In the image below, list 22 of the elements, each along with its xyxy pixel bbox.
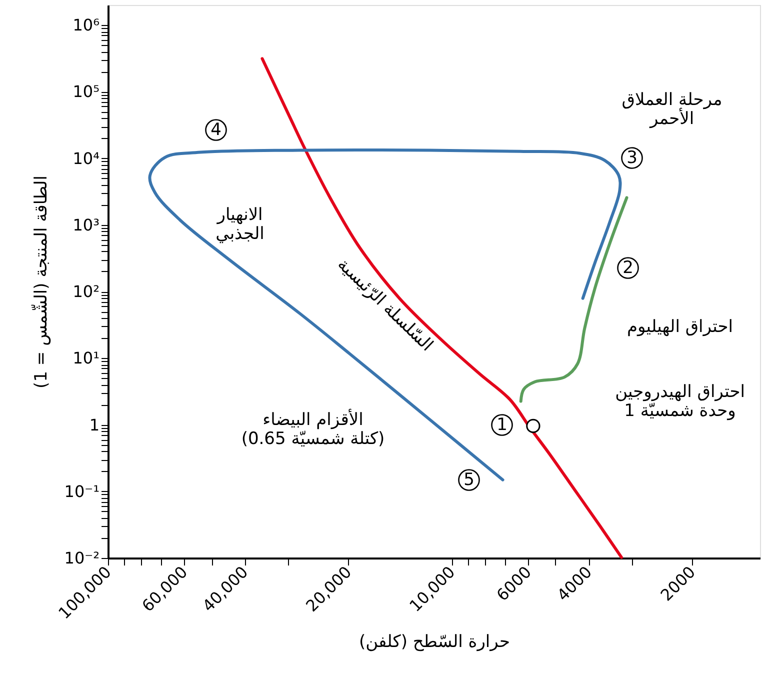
y-tick-label: 10⁶: [72, 16, 100, 35]
y-tick-label: 10³: [72, 215, 100, 234]
y-tick-label: 10⁻¹: [64, 482, 100, 501]
annotation: الانهيار الجذبي: [216, 205, 264, 244]
annotation: 3: [626, 148, 638, 168]
annotation: السّلسلة الرّئيسية: [333, 254, 437, 356]
y-tick-label: 1: [89, 415, 100, 434]
y-axis-title: الطاقة المنتجة (الشّمس = 1): [30, 176, 52, 388]
annotation: احتراق الهيليوم: [627, 317, 733, 337]
y-tick-label: 10²: [72, 282, 100, 302]
annotation: 4: [210, 120, 222, 140]
annotation: 1: [496, 415, 508, 435]
annotation: 2: [622, 258, 634, 278]
y-tick-label: 10⁻²: [64, 548, 100, 568]
y-tick-label: 10¹: [72, 348, 100, 368]
annotation: مرحلة العملاق الأحمر: [622, 90, 722, 129]
annotation: الأقزام البيضاء (0.65 كتلة شمسيّة): [241, 408, 385, 449]
x-axis-title: حرارة السّطح (كلفن): [358, 632, 510, 652]
annotation: احتراق الهيدروجين 1 وحدة شمسيّة: [615, 382, 745, 421]
y-tick-label: 10⁵: [72, 82, 100, 102]
annotation: 5: [464, 470, 474, 490]
y-tick-label: 10⁴: [72, 148, 100, 168]
